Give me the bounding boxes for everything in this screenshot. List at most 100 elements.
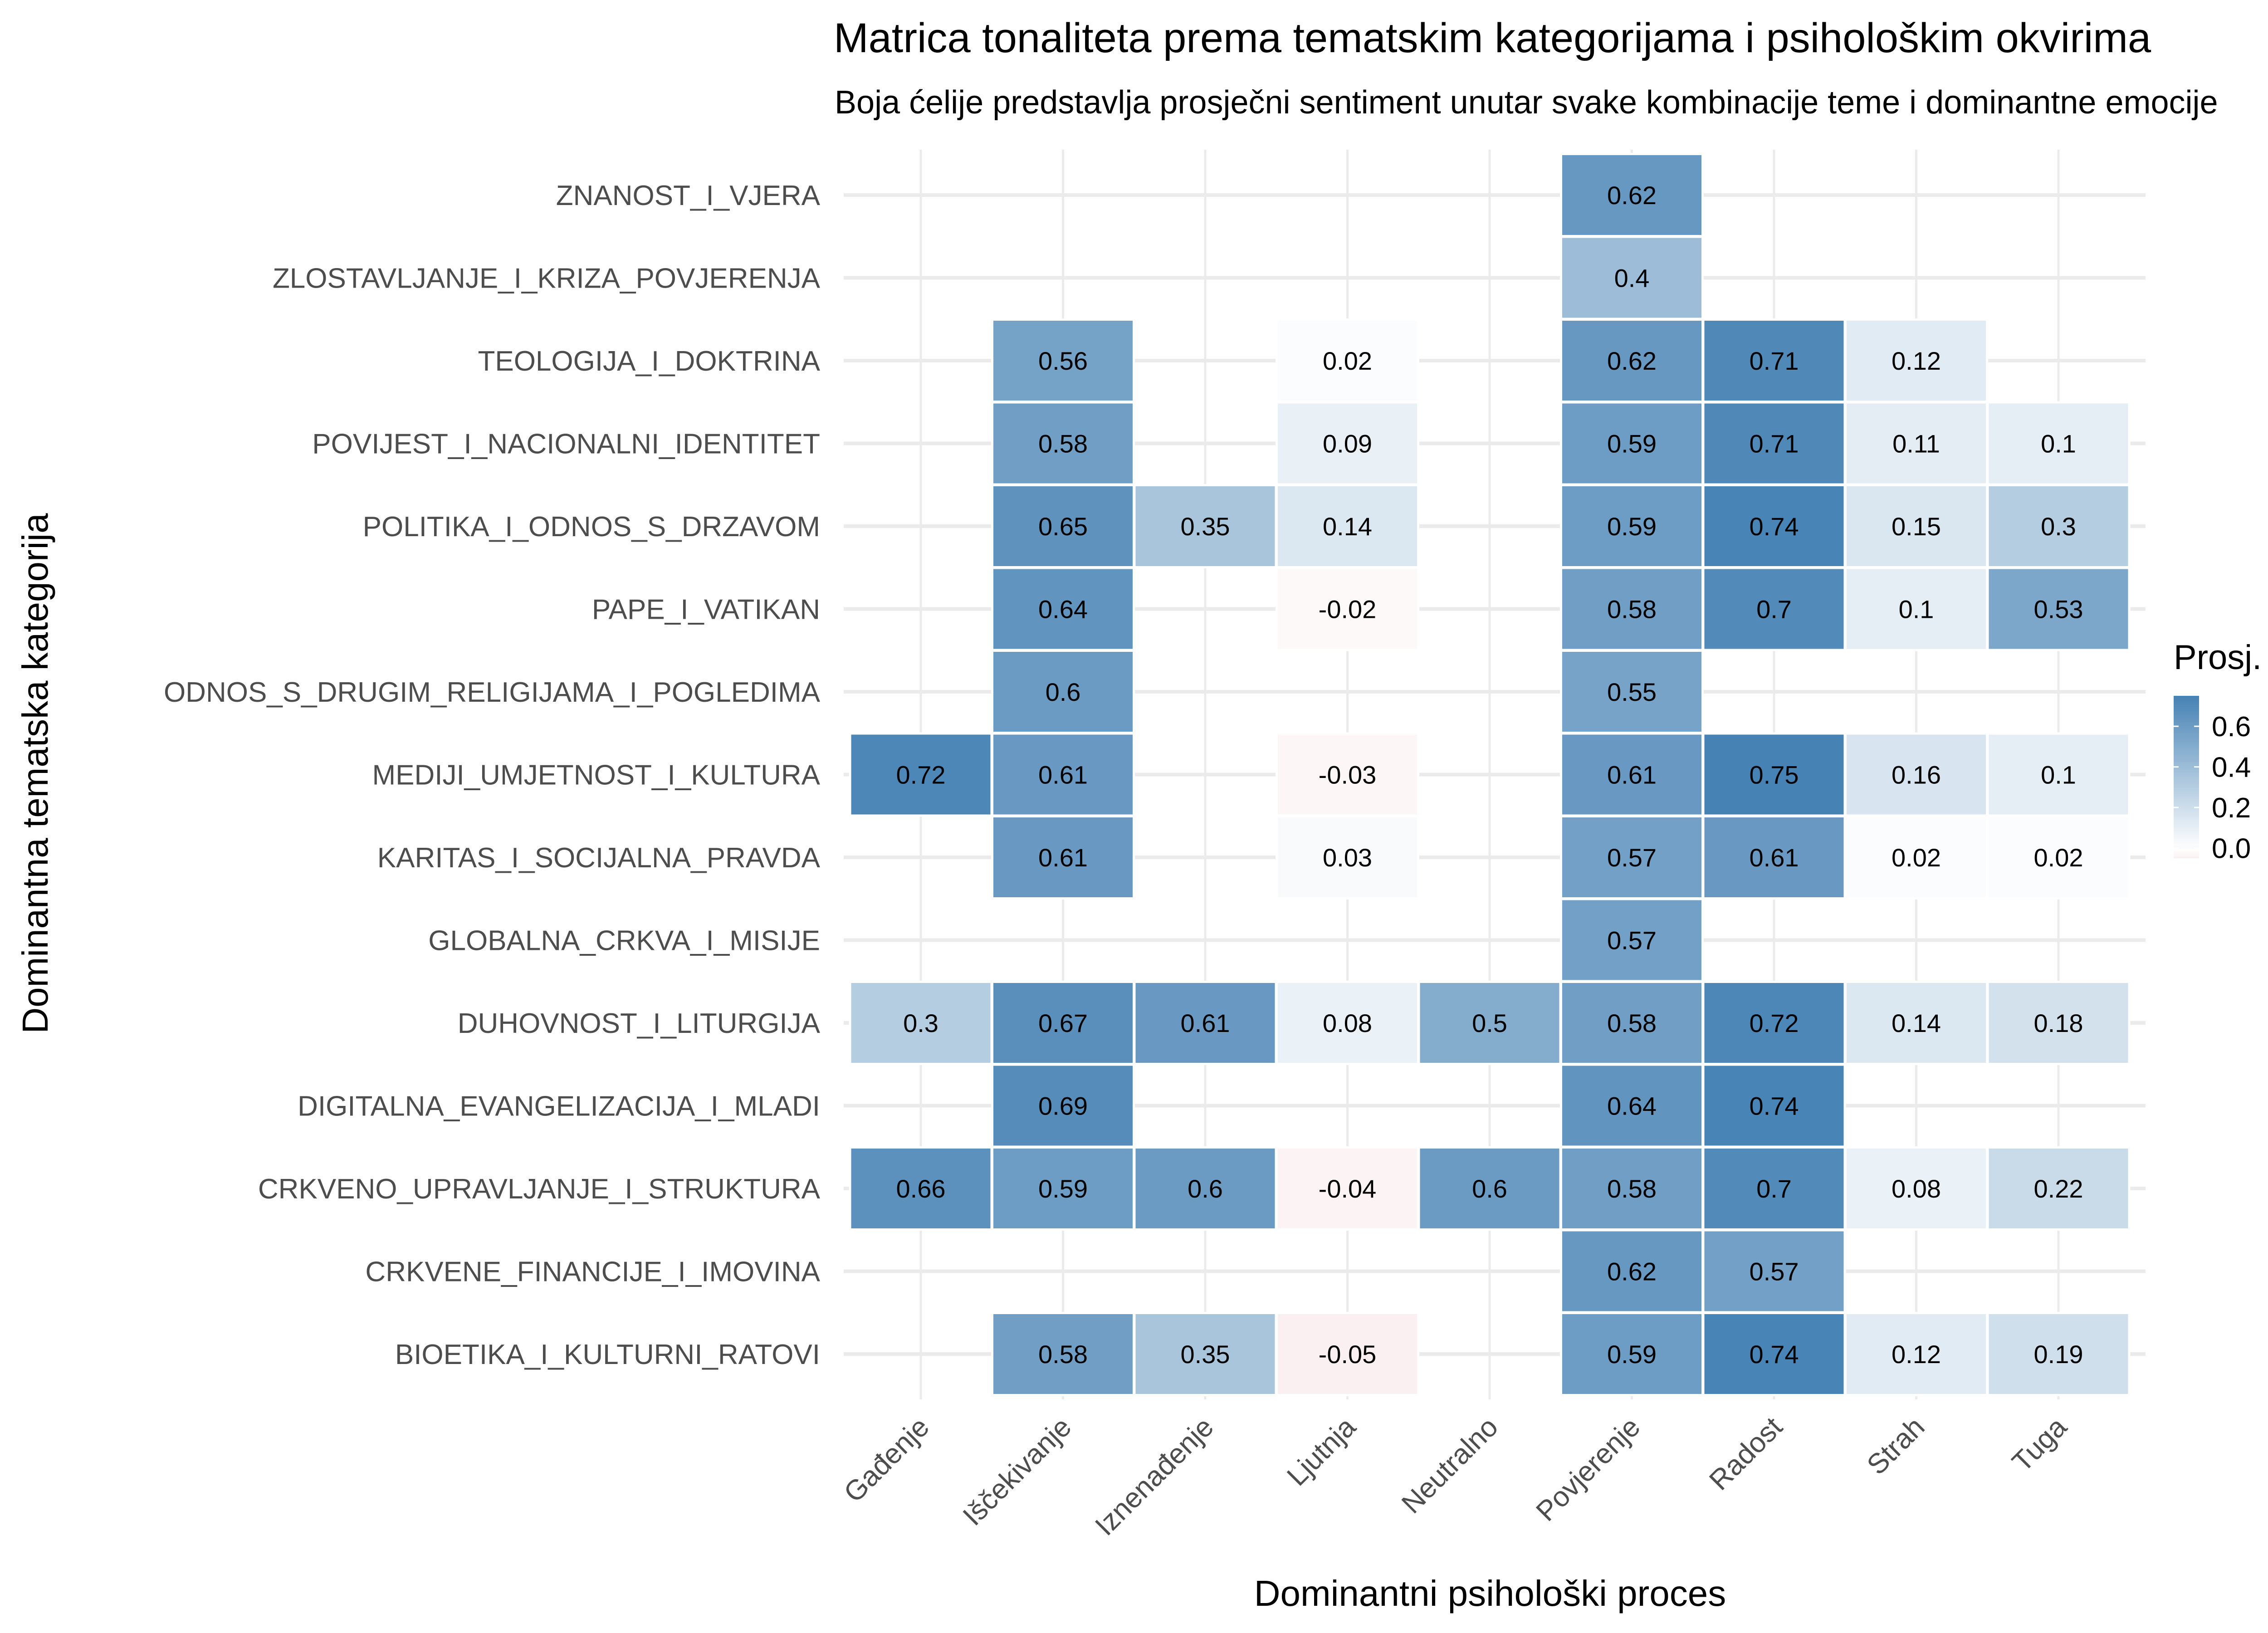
- cell-value-label: 0.58: [1607, 595, 1657, 624]
- heatmap-tile: [991, 732, 1135, 817]
- heatmap-tile: [1702, 1312, 1846, 1396]
- legend-tick-label: 0.4: [2212, 752, 2251, 783]
- heatmap-tile: [1276, 484, 1419, 568]
- cell-value-label: 0.74: [1750, 1340, 1799, 1369]
- cell-value-label: 0.64: [1607, 1092, 1657, 1120]
- y-tick-label: ZNANOST_I_VJERA: [556, 180, 821, 211]
- cell-value-label: 0.6: [1188, 1174, 1223, 1203]
- heatmap-tile: [1702, 815, 1846, 900]
- cell-value-label: 0.64: [1038, 595, 1088, 624]
- x-tick-label: Strah: [1861, 1411, 1931, 1481]
- x-tick-label: Ljutnja: [1281, 1411, 1362, 1492]
- cell-value-label: 0.53: [2034, 595, 2083, 624]
- heatmap-tile: [1844, 484, 1988, 568]
- cell-value-label: 0.18: [2034, 1009, 2083, 1037]
- heatmap-tile: [1560, 401, 1704, 486]
- cell-value-label: 0.19: [2034, 1340, 2083, 1369]
- cell-value-label: 0.61: [1038, 761, 1088, 789]
- legend-colorbar: [2174, 696, 2199, 858]
- cell-value-label: 0.61: [1038, 843, 1088, 872]
- cell-value-label: 0.57: [1607, 843, 1657, 872]
- heatmap-tile: [1560, 153, 1704, 237]
- x-tick-label: Gađenje: [838, 1411, 935, 1509]
- heatmap-tile: [1986, 981, 2131, 1065]
- heatmap-tile: [1702, 484, 1846, 568]
- heatmap-tile: [1844, 1146, 1988, 1231]
- cell-value-label: 0.12: [1892, 1340, 1941, 1369]
- cell-value-label: 0.03: [1323, 843, 1372, 872]
- heatmap-tile: [1133, 484, 1277, 568]
- heatmap-tile: [1560, 898, 1704, 983]
- heatmap-tile: [849, 1146, 993, 1231]
- y-tick-label: POVIJEST_I_NACIONALNI_IDENTITET: [312, 429, 820, 460]
- y-tick-label: GLOBALNA_CRKVA_I_MISIJE: [428, 925, 820, 957]
- heatmap-tile: [1702, 401, 1846, 486]
- cell-value-label: 0.67: [1038, 1009, 1088, 1037]
- cell-value-label: 0.59: [1607, 512, 1657, 541]
- heatmap-tile: [991, 318, 1135, 403]
- heatmap-tile: [1276, 815, 1419, 900]
- cell-value-label: 0.6: [1472, 1174, 1507, 1203]
- y-tick-label: KARITAS_I_SOCIJALNA_PRAVDA: [377, 842, 821, 874]
- heatmap-tile: [1986, 815, 2131, 900]
- heatmap-tile: [1418, 981, 1562, 1065]
- chart-subtitle: Boja ćelije predstavlja prosječni sentim…: [835, 84, 2218, 121]
- heatmap-tile: [1702, 732, 1846, 817]
- cell-value-label: 0.02: [1323, 347, 1372, 375]
- x-axis-title: Dominantni psihološki proces: [1254, 1573, 1726, 1613]
- cell-value-label: 0.72: [1750, 1009, 1799, 1037]
- y-tick-label: MEDIJI_UMJETNOST_I_KULTURA: [372, 760, 820, 791]
- heatmap-tile: [991, 981, 1135, 1065]
- heatmap-tile: [1276, 318, 1419, 403]
- heatmap-tile: [1702, 567, 1846, 651]
- cell-value-label: 0.58: [1038, 1340, 1088, 1369]
- heatmap-tiles: [849, 153, 2131, 1396]
- cell-value-label: 0.62: [1607, 1257, 1657, 1286]
- heatmap-tile: [1560, 732, 1704, 817]
- heatmap-tile: [1986, 567, 2131, 651]
- cell-value-label: 0.57: [1607, 926, 1657, 955]
- cell-value-label: 0.74: [1750, 1092, 1799, 1120]
- heatmap-tile: [1844, 401, 1988, 486]
- heatmap-tile: [1276, 1146, 1419, 1231]
- y-tick-label: ZLOSTAVLJANJE_I_KRIZA_POVJERENJA: [273, 263, 821, 294]
- cell-value-label: 0.7: [1756, 595, 1792, 624]
- cell-value-label: 0.15: [1892, 512, 1941, 541]
- cell-value-label: 0.22: [2034, 1174, 2083, 1203]
- cell-value-label: 0.58: [1607, 1174, 1657, 1203]
- cell-value-label: 0.58: [1607, 1009, 1657, 1037]
- cell-value-label: -0.05: [1319, 1340, 1377, 1369]
- heatmap-tile: [1276, 981, 1419, 1065]
- heatmap-tile: [1418, 1146, 1562, 1231]
- cell-value-label: 0.72: [896, 761, 946, 789]
- x-tick-label: Iščekivanje: [957, 1411, 1078, 1532]
- y-tick-label: POLITIKA_I_ODNOS_S_DRZAVOM: [363, 511, 820, 543]
- heatmap-tile: [1844, 318, 1988, 403]
- cell-value-label: 0.61: [1181, 1009, 1230, 1037]
- heatmap-tile: [1986, 484, 2131, 568]
- cell-value-label: 0.62: [1607, 347, 1657, 375]
- heatmap-tile: [991, 484, 1135, 568]
- legend-tick-label: 0.0: [2212, 833, 2251, 865]
- cell-value-label: 0.56: [1038, 347, 1088, 375]
- cell-value-label: 0.02: [2034, 843, 2083, 872]
- cell-value-label: 0.09: [1323, 430, 1372, 458]
- color-legend: Prosj. Sentiment 0.0 0.2 0.4 0.6: [2174, 638, 2268, 865]
- cell-value-label: 0.57: [1750, 1257, 1799, 1286]
- cell-value-label: 0.59: [1607, 1340, 1657, 1369]
- x-tick-label: Radost: [1703, 1411, 1789, 1496]
- x-tick-label: Tuga: [2006, 1411, 2073, 1478]
- heatmap-tile: [1276, 401, 1419, 486]
- heatmap-tile: [1844, 981, 1988, 1065]
- heatmap-tile: [1702, 1063, 1846, 1148]
- legend-tick-label: 0.6: [2212, 711, 2251, 743]
- heatmap-tile: [991, 401, 1135, 486]
- cell-value-label: 0.08: [1323, 1009, 1372, 1037]
- heatmap-tile: [991, 1063, 1135, 1148]
- cell-value-label: 0.6: [1046, 678, 1081, 706]
- heatmap-tile: [1986, 401, 2131, 486]
- x-tick-label: Iznenađenje: [1089, 1411, 1220, 1542]
- heatmap-tile: [1133, 1146, 1277, 1231]
- heatmap-tile: [1986, 1312, 2131, 1396]
- heatmap-tile: [1986, 1146, 2131, 1231]
